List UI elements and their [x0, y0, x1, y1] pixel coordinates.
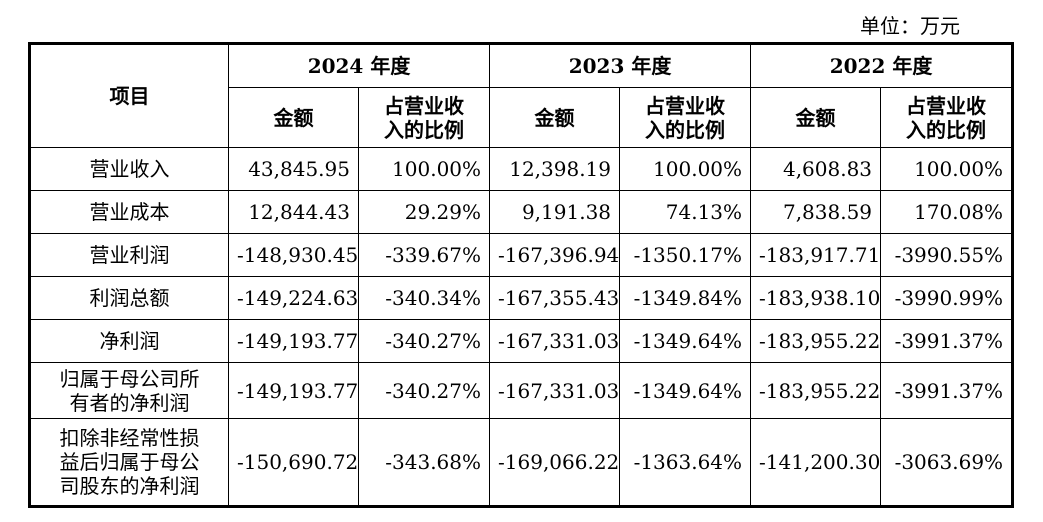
cell-ratio-2022: 170.08% [880, 190, 1014, 234]
cell-amount-2023: -167,331.03 [489, 319, 621, 363]
cell-ratio-2022: -3991.37% [880, 319, 1014, 363]
cell-amount-2024: -150,690.72 [228, 418, 359, 507]
cell-amount-2022: -183,955.22 [750, 319, 882, 363]
cell-amount-2024: -149,193.77 [228, 362, 359, 419]
header-row-columns: 金额 占营业收 入的比例 金额 占营业收 入的比例 金额 占营业收 入的比例 [30, 87, 1014, 148]
cell-amount-2022: -183,955.22 [750, 362, 882, 419]
cell-amount-2022: -183,917.71 [750, 233, 882, 277]
unit-label: 单位：万元 [860, 14, 960, 38]
header-row-years: 项目 2024 年度 2023 年度 2022 年度 [29, 43, 1014, 148]
cell-amount-2023: -167,355.43 [489, 276, 621, 320]
header-ratio: 占营业收 入的比例 [880, 87, 1014, 148]
cell-ratio-2023: -1349.84% [619, 276, 752, 320]
cell-amount-2023: -167,331.03 [489, 362, 621, 419]
cell-ratio-2023: -1349.64% [619, 319, 752, 363]
header-year-2022: 2022 年度 [750, 43, 1014, 88]
table-row: 营业成本 12,844.43 29.29% 9,191.38 74.13% 7,… [29, 190, 1014, 234]
table-row: 净利润 -149,193.77 -340.27% -167,331.03 -13… [29, 319, 1014, 363]
cell-amount-2022: 4,608.83 [750, 147, 882, 191]
row-label: 扣除非经常性损 益后归属于母公 司股东的净利润 [29, 418, 229, 507]
cell-amount-2023: 9,191.38 [489, 190, 621, 234]
row-label: 归属于母公司所 有者的净利润 [29, 362, 229, 419]
cell-ratio-2023: -1349.64% [619, 362, 752, 419]
row-label: 利润总额 [29, 276, 229, 320]
table-row: 营业收入 43,845.95 100.00% 12,398.19 100.00%… [29, 147, 1014, 191]
cell-ratio-2024: -343.68% [357, 418, 491, 507]
cell-ratio-2023: 74.13% [619, 190, 752, 234]
cell-ratio-2024: -340.27% [357, 319, 491, 363]
cell-ratio-2022: -3063.69% [880, 418, 1014, 507]
header-amount: 金额 [228, 87, 359, 148]
financial-table: 项目 2024 年度 2023 年度 2022 年度 金额 占营业收 入的比例 … [28, 42, 1015, 508]
header-amount: 金额 [489, 87, 621, 148]
table-row: 利润总额 -149,224.63 -340.34% -167,355.43 -1… [29, 276, 1014, 320]
cell-amount-2023: -169,066.22 [489, 418, 621, 507]
cell-ratio-2024: -340.34% [357, 276, 491, 320]
header-year-2023: 2023 年度 [489, 43, 752, 88]
cell-amount-2024: 12,844.43 [228, 190, 359, 234]
cell-ratio-2023: -1350.17% [619, 233, 752, 277]
row-label: 营业成本 [29, 190, 229, 234]
cell-ratio-2024: -340.27% [357, 362, 491, 419]
cell-ratio-2022: -3991.37% [880, 362, 1014, 419]
cell-amount-2024: -149,193.77 [228, 319, 359, 363]
cell-ratio-2022: -3990.99% [880, 276, 1014, 320]
row-label: 营业收入 [29, 147, 229, 191]
cell-ratio-2023: 100.00% [619, 147, 752, 191]
cell-amount-2022: 7,838.59 [750, 190, 882, 234]
cell-amount-2022: -141,200.30 [750, 418, 882, 507]
header-ratio: 占营业收 入的比例 [357, 87, 491, 148]
row-label: 营业利润 [29, 233, 229, 277]
header-year-2024: 2024 年度 [227, 43, 491, 88]
cell-ratio-2024: 100.00% [357, 147, 491, 191]
row-label: 净利润 [29, 319, 229, 363]
cell-ratio-2024: -339.67% [357, 233, 491, 277]
table-row: 归属于母公司所 有者的净利润 -149,193.77 -340.27% -167… [29, 362, 1014, 419]
cell-ratio-2024: 29.29% [357, 190, 491, 234]
table-row: 营业利润 -148,930.45 -339.67% -167,396.94 -1… [29, 233, 1014, 277]
cell-amount-2024: -149,224.63 [228, 276, 359, 320]
header-ratio: 占营业收 入的比例 [619, 87, 752, 148]
cell-ratio-2022: 100.00% [880, 147, 1014, 191]
cell-amount-2022: -183,938.10 [750, 276, 882, 320]
cell-ratio-2023: -1363.64% [619, 418, 752, 507]
cell-amount-2024: -148,930.45 [228, 233, 359, 277]
table-row: 扣除非经常性损 益后归属于母公 司股东的净利润 -150,690.72 -343… [29, 418, 1014, 507]
header-item: 项目 [29, 43, 229, 148]
cell-amount-2024: 43,845.95 [228, 147, 359, 191]
header-amount: 金额 [750, 87, 882, 148]
cell-ratio-2022: -3990.55% [880, 233, 1014, 277]
cell-amount-2023: 12,398.19 [489, 147, 621, 191]
cell-amount-2023: -167,396.94 [489, 233, 621, 277]
